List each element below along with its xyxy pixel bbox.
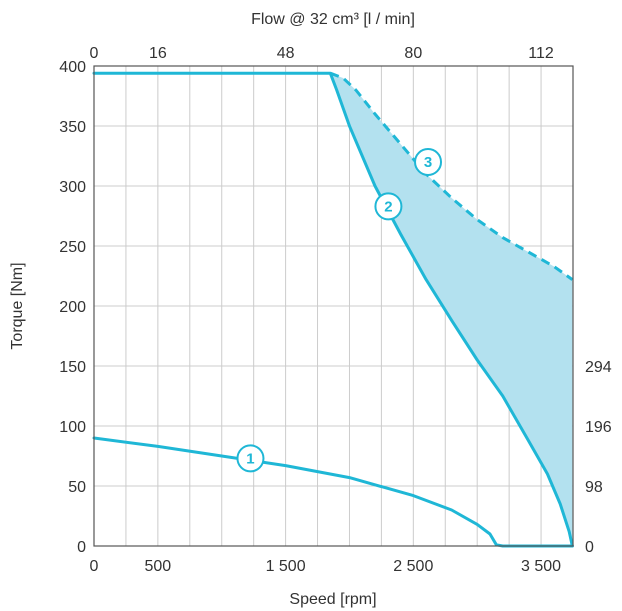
top-tick-label: 48 <box>277 45 295 62</box>
x-tick-label: 0 <box>90 558 99 575</box>
y-tick-label: 250 <box>59 239 86 256</box>
top-tick-label: 16 <box>149 45 167 62</box>
badge-circle <box>414 148 443 176</box>
y-axis-title: Torque [Nm] <box>9 262 26 349</box>
plot-frame <box>93 65 574 547</box>
top-tick-label: 0 <box>90 45 99 62</box>
curve-labels: 1 2 3 <box>236 148 443 473</box>
curve-1-badge: 1 <box>236 444 265 473</box>
x-tick-label: 500 <box>145 558 172 575</box>
x-tick-label: 2 500 <box>393 558 433 575</box>
curve-1-line <box>92 436 574 548</box>
x-axis-title: Speed [rpm] <box>289 591 376 608</box>
y-tick-label: 100 <box>59 419 86 436</box>
right-tick-label: 294 <box>585 359 612 376</box>
badge-label: 3 <box>424 154 432 171</box>
right-tick-label: 196 <box>585 419 612 436</box>
y-tick-label: 300 <box>59 179 86 196</box>
curve-3-line <box>329 71 574 281</box>
badge-circle <box>236 444 265 473</box>
curve-2-line <box>92 71 574 548</box>
badge-label: 1 <box>246 450 254 467</box>
badge-label: 2 <box>384 198 392 215</box>
badge-circle <box>374 192 403 221</box>
top-tick-label: 80 <box>404 45 422 62</box>
top-tick-label: 112 <box>528 45 554 62</box>
y-tick-label: 150 <box>59 359 86 376</box>
y-tick-label: 0 <box>77 539 86 556</box>
right-tick-label: 0 <box>585 539 594 556</box>
curve-2-badge: 2 <box>374 192 403 221</box>
y-tick-label: 400 <box>59 59 86 76</box>
curve-3-badge: 3 <box>414 148 443 176</box>
top-axis-title: Flow @ 32 cm³ [l / min] <box>251 11 415 28</box>
y-tick-label: 200 <box>59 299 86 316</box>
right-tick-label: 98 <box>585 479 603 496</box>
y-tick-label: 50 <box>68 479 86 496</box>
x-tick-label: 1 500 <box>266 558 306 575</box>
performance-shaded-area <box>330 73 573 546</box>
x-tick-label: 3 500 <box>521 558 561 575</box>
y-tick-label: 350 <box>59 119 86 136</box>
